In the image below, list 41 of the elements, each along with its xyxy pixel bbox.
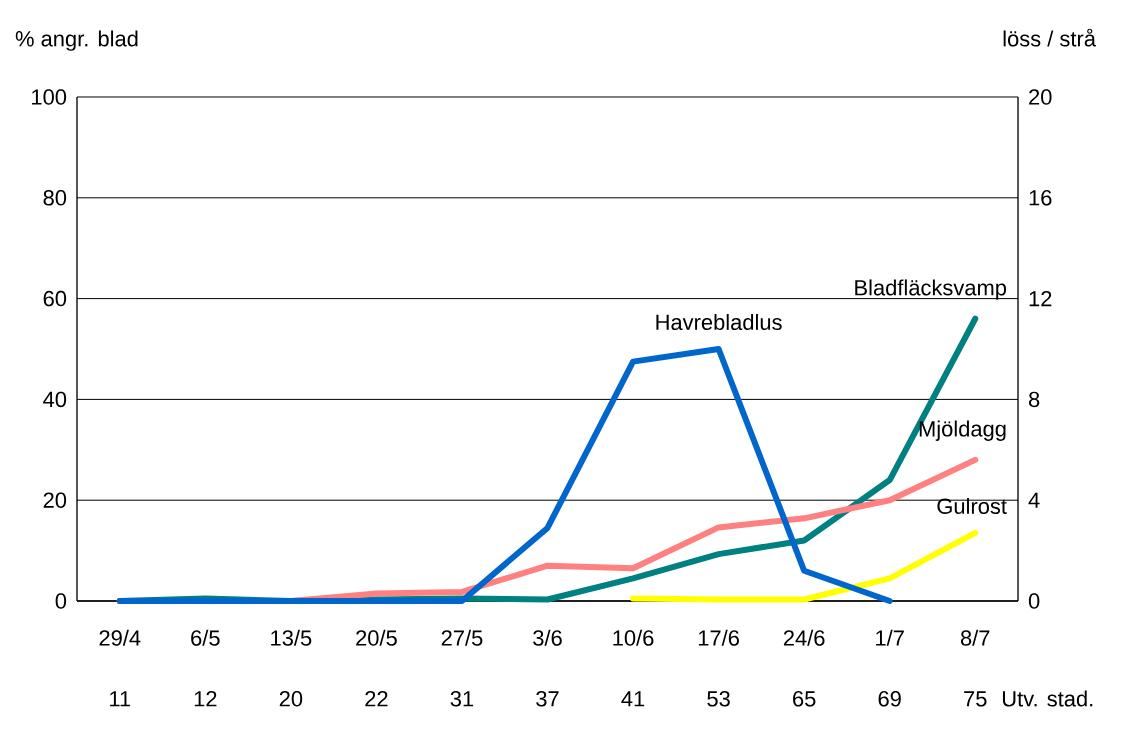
text: 37	[536, 691, 559, 707]
x-tick-label: 20/5	[356, 629, 397, 646]
x-tick-label: 24/6	[783, 629, 825, 646]
y-tick-label: 40	[43, 391, 67, 408]
x-tick-label: 17/6	[698, 629, 739, 646]
x-tick-label: 27/5	[441, 629, 483, 646]
series-label: Bladfläcksvamp	[855, 279, 1007, 300]
series-label: Havrebladlus	[656, 313, 782, 331]
x-tick-label: 1/7	[876, 629, 904, 646]
text: 22	[365, 691, 388, 707]
y2-tick-label: 16	[1029, 190, 1052, 206]
text: 69	[878, 691, 901, 707]
x-tick-label: 10/6	[613, 629, 654, 646]
series-label: Mjöldagg	[919, 420, 1006, 441]
x-tick-label: 8/7	[960, 629, 990, 646]
text: 12	[194, 691, 217, 707]
y-tick-label: 60	[43, 290, 67, 307]
x-tick-label: 29/4	[99, 629, 141, 646]
y2-tick-label: 20	[1029, 89, 1052, 105]
y2-tick-label: 12	[1029, 290, 1052, 307]
y2-tick-label: 4	[1028, 492, 1040, 508]
y-tick-label: 100	[32, 89, 67, 105]
y2-tick-label: 0	[1028, 593, 1040, 609]
text: 20	[279, 691, 303, 707]
text: 53	[707, 691, 730, 707]
text: Utv. stad.	[1002, 690, 1093, 707]
x-tick-label: 13/5	[271, 629, 312, 646]
text: 75	[964, 691, 987, 707]
y-tick-label: 80	[43, 190, 67, 206]
y-tick-label: 20	[43, 492, 67, 508]
x-tick-label: 3/6	[533, 629, 562, 646]
text: 65	[793, 691, 816, 707]
text: 11	[110, 691, 131, 707]
text: 41	[621, 691, 645, 707]
y2-axis-title: löss / strå	[1003, 28, 1096, 47]
y-tick-label: 0	[55, 593, 67, 609]
y2-tick-label: 8	[1029, 391, 1040, 408]
text: 31	[450, 691, 474, 707]
x-tick-label: 6/5	[191, 629, 220, 646]
series-label: Gulrost	[937, 497, 1007, 515]
y-axis-title: % angr. blad	[15, 30, 138, 51]
